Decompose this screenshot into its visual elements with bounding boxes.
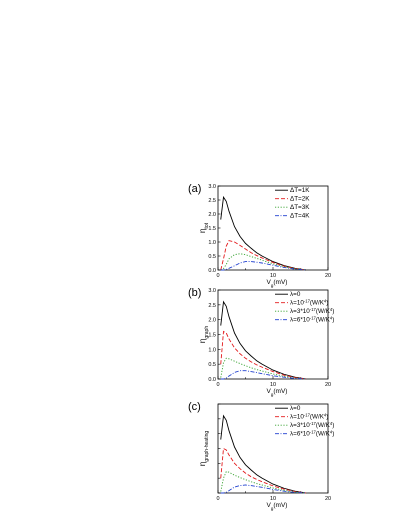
series-line-2	[220, 240, 307, 271]
x-tick-label: 20	[325, 496, 331, 502]
y-tick-label: 1.5	[208, 226, 216, 232]
panel-label: (b)	[188, 287, 201, 299]
y-axis-label: ηgraph	[198, 326, 210, 343]
y-tick-label: 1.0	[208, 240, 216, 246]
series-line-4	[220, 484, 307, 494]
series-line-4	[220, 261, 307, 271]
y-tick-label: 0.0	[208, 377, 216, 383]
y-tick-label: 2.0	[208, 212, 216, 218]
legend-label: λ=6*10-17(W/K4)	[290, 315, 334, 324]
y-tick-label: 0.5	[208, 254, 216, 260]
legend-label: λ=10-17(W/K4)	[290, 298, 328, 307]
x-tick-label: 20	[325, 382, 331, 388]
legend-label: λ=0	[290, 405, 301, 412]
legend-label: ΔT=2K	[290, 196, 310, 203]
series-line-2	[220, 447, 307, 494]
series-line-1	[220, 195, 307, 271]
x-tick-label: 0	[216, 382, 219, 388]
series-line-4	[220, 370, 307, 380]
panel-label: (a)	[188, 183, 201, 195]
panel-a: 0.0 0.5 1.0 1.5 2.0 2.5 3.0 0 10 20 Vg(mV) ηtot (a) Δ…	[188, 183, 331, 288]
x-tick-label: 10	[270, 273, 276, 279]
y-tick-label: 3.0	[208, 184, 216, 190]
legend-label: ΔT=3K	[290, 204, 310, 211]
series-line-1	[220, 300, 307, 380]
legend-label: λ=3*10-17(W/K4)	[290, 307, 334, 316]
legend-label: λ=10-17(W/K4)	[290, 412, 328, 421]
series-line-3	[220, 253, 307, 271]
x-tick-label: 10	[270, 382, 276, 388]
x-tick-label: 0	[216, 273, 219, 279]
panel-b: 0.0 0.5 1.0 1.5 2.0 2.5 3.0 0 10 20 Vg(mV) ηgraph (b…	[188, 287, 334, 397]
plot-frame	[217, 185, 329, 271]
y-tick-label: 3.0	[208, 288, 216, 294]
y-tick-label: 2.0	[208, 318, 216, 324]
x-axis-label: Vg(mV)	[267, 502, 288, 511]
y-axis-label: ηgraph-heating	[198, 431, 210, 467]
y-tick-label: 2.5	[208, 198, 216, 204]
y-tick-label: 0.5	[208, 362, 216, 368]
y-tick-label: 2.5	[208, 303, 216, 309]
x-axis-label: Vg(mV)	[267, 279, 288, 288]
legend-label: ΔT=1K	[290, 187, 310, 194]
x-tick-label: 0	[216, 496, 219, 502]
series-line-3	[220, 471, 307, 494]
y-tick-label: 1.5	[208, 333, 216, 339]
y-tick-label: 0.0	[208, 268, 216, 274]
legend-label: λ=3*10-17(W/K4)	[290, 421, 334, 430]
x-tick-label: 20	[325, 273, 331, 279]
y-tick-label: 1.0	[208, 347, 216, 353]
legend-label: λ=0	[290, 291, 301, 298]
series-line-2	[220, 330, 307, 380]
series-line-3	[220, 357, 307, 380]
legend-label: ΔT=4K	[290, 213, 310, 220]
x-axis-label: Vg(mV)	[267, 388, 288, 397]
legend-label: λ=6*10-17(W/K4)	[290, 429, 334, 438]
y-axis-label: ηtot	[198, 222, 210, 233]
panel-c: 0 10 20 Vg(mV) ηgraph-heating (c) λ=0λ=10-17(W…	[188, 401, 334, 511]
x-tick-label: 10	[270, 496, 276, 502]
series-line-1	[220, 414, 307, 494]
panel-label: (c)	[188, 401, 201, 413]
